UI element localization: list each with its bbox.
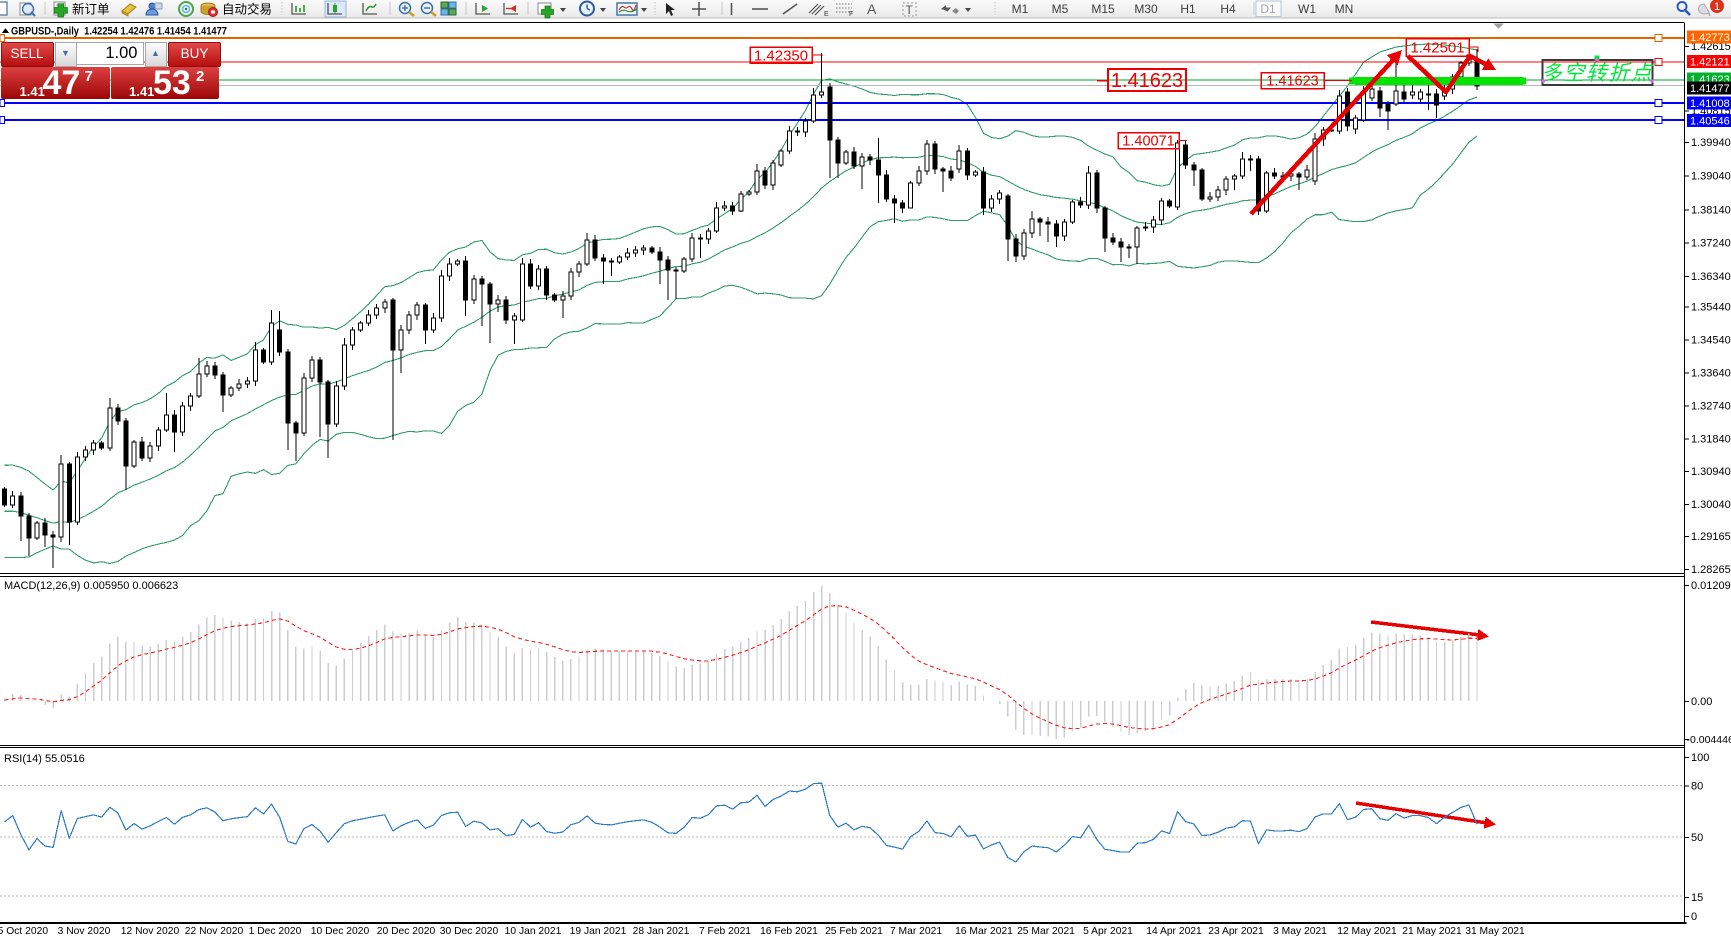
svg-text:25 Feb 2021: 25 Feb 2021 <box>825 926 883 937</box>
svg-text:M15: M15 <box>1091 2 1115 16</box>
svg-text:16 Feb 2021: 16 Feb 2021 <box>760 926 818 937</box>
svg-text:0: 0 <box>1691 911 1697 923</box>
svg-text:50: 50 <box>1691 832 1703 844</box>
svg-text:1.38140: 1.38140 <box>1691 205 1731 217</box>
svg-text:RSI(14) 55.0516: RSI(14) 55.0516 <box>4 753 85 765</box>
svg-text:MN: MN <box>1335 2 1354 16</box>
svg-text:1.34540: 1.34540 <box>1691 335 1731 347</box>
svg-text:H4: H4 <box>1220 2 1236 16</box>
svg-text:100: 100 <box>1691 752 1709 764</box>
svg-text:1.39940: 1.39940 <box>1691 137 1731 149</box>
svg-text:1.36340: 1.36340 <box>1691 271 1731 283</box>
svg-text:-0.004446: -0.004446 <box>1687 734 1731 746</box>
svg-text:A: A <box>867 1 877 17</box>
svg-text:3 May 2021: 3 May 2021 <box>1273 926 1327 937</box>
svg-text:多空转折点: 多空转折点 <box>1541 62 1654 85</box>
svg-text:M5: M5 <box>1052 2 1069 16</box>
svg-text:10 Jan 2021: 10 Jan 2021 <box>505 926 562 937</box>
svg-text:30 Dec 2020: 30 Dec 2020 <box>440 926 499 937</box>
svg-text:1.30940: 1.30940 <box>1691 466 1731 478</box>
svg-text:20 Dec 2020: 20 Dec 2020 <box>377 926 436 937</box>
svg-text:F: F <box>849 11 853 18</box>
svg-text:MACD(12,26,9) 0.005950 0.00662: MACD(12,26,9) 0.005950 0.006623 <box>4 580 178 592</box>
svg-text:1.41623: 1.41623 <box>1266 74 1318 90</box>
svg-text:7 Mar 2021: 7 Mar 2021 <box>890 926 942 937</box>
svg-text:1.41477: 1.41477 <box>1690 83 1730 95</box>
svg-text:16 Mar 2021: 16 Mar 2021 <box>955 926 1013 937</box>
svg-text:1.41008: 1.41008 <box>1690 98 1730 110</box>
svg-text:1.30040: 1.30040 <box>1691 499 1731 511</box>
svg-text:15: 15 <box>1691 892 1703 904</box>
svg-text:25 Oct 2020: 25 Oct 2020 <box>0 926 48 937</box>
svg-text:1 Dec 2020: 1 Dec 2020 <box>249 926 302 937</box>
svg-text:自动交易: 自动交易 <box>222 2 272 17</box>
svg-text:19 Jan 2021: 19 Jan 2021 <box>570 926 627 937</box>
svg-text:T: T <box>906 3 914 17</box>
svg-text:1.42773: 1.42773 <box>1690 32 1730 44</box>
svg-text:新订单: 新订单 <box>72 2 110 17</box>
svg-text:H1: H1 <box>1180 2 1196 16</box>
svg-text:0.01209: 0.01209 <box>1691 580 1731 592</box>
svg-text:10 Dec 2020: 10 Dec 2020 <box>311 926 370 937</box>
svg-text:M1: M1 <box>1012 2 1029 16</box>
svg-text:1.42615: 1.42615 <box>1691 41 1731 53</box>
svg-text:GBPUSD-,Daily 1.42254 1.42476: GBPUSD-,Daily 1.42254 1.42476 1.41454 1.… <box>11 26 227 38</box>
svg-text:1.42350: 1.42350 <box>754 47 808 64</box>
svg-text:25 Mar 2021: 25 Mar 2021 <box>1017 926 1075 937</box>
svg-text:1.32740: 1.32740 <box>1691 400 1731 412</box>
svg-text:80: 80 <box>1691 781 1703 793</box>
svg-text:31 May 2021: 31 May 2021 <box>1465 926 1525 937</box>
svg-text:1.29165: 1.29165 <box>1691 531 1731 543</box>
svg-text:1.39040: 1.39040 <box>1691 171 1731 183</box>
svg-text:1.41623: 1.41623 <box>1111 70 1183 92</box>
svg-text:1: 1 <box>1714 1 1720 13</box>
svg-text:1.31840: 1.31840 <box>1691 433 1731 445</box>
svg-text:23 Apr 2021: 23 Apr 2021 <box>1208 926 1264 937</box>
svg-text:0.00: 0.00 <box>1691 696 1712 708</box>
svg-text:12 Nov 2020: 12 Nov 2020 <box>121 926 180 937</box>
svg-text:5 Apr 2021: 5 Apr 2021 <box>1083 926 1133 937</box>
svg-text:1.35440: 1.35440 <box>1691 302 1731 314</box>
svg-text:E: E <box>824 11 829 18</box>
svg-text:M30: M30 <box>1134 2 1158 16</box>
svg-text:7 Feb 2021: 7 Feb 2021 <box>699 926 751 937</box>
svg-text:1.40546: 1.40546 <box>1690 116 1730 128</box>
svg-text:1.33640: 1.33640 <box>1691 367 1731 379</box>
svg-text:3 Nov 2020: 3 Nov 2020 <box>58 926 111 937</box>
svg-text:1.28265: 1.28265 <box>1691 564 1731 576</box>
svg-text:1.42501: 1.42501 <box>1410 40 1464 57</box>
svg-text:W1: W1 <box>1298 2 1316 16</box>
svg-text:21 May 2021: 21 May 2021 <box>1402 926 1462 937</box>
svg-text:14 Apr 2021: 14 Apr 2021 <box>1146 926 1202 937</box>
svg-text:12 May 2021: 12 May 2021 <box>1337 926 1397 937</box>
svg-text:28 Jan 2021: 28 Jan 2021 <box>633 926 690 937</box>
svg-text:1.40071: 1.40071 <box>1122 134 1174 150</box>
svg-text:1.37240: 1.37240 <box>1691 238 1731 250</box>
svg-text:22 Nov 2020: 22 Nov 2020 <box>185 926 244 937</box>
svg-text:1.42121: 1.42121 <box>1690 57 1730 69</box>
